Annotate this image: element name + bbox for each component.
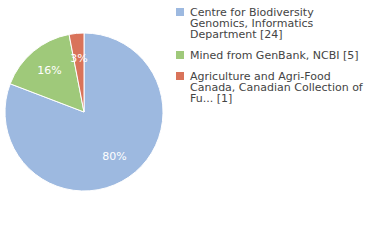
pie (5, 33, 163, 191)
legend-swatch (176, 51, 184, 59)
legend-label: Mined from GenBank, NCBI [5] (190, 49, 359, 62)
legend-item: Centre for BiodiversityGenomics, Informa… (176, 6, 314, 41)
legend-item: Agriculture and Agri-FoodCanada, Canadia… (176, 70, 364, 105)
data-label: 3% (70, 52, 87, 65)
data-label: 16% (37, 64, 61, 77)
chart: 80% 16% 3% Centre for BiodiversityGenomics,… (0, 0, 380, 240)
pie-slice (5, 33, 163, 191)
legend-label: Agriculture and Agri-FoodCanada, Canadia… (190, 70, 364, 105)
data-label: 80% (102, 150, 126, 163)
pie-slice (69, 33, 84, 112)
legend: Centre for BiodiversityGenomics, Informa… (176, 6, 364, 105)
legend-label: Centre for BiodiversityGenomics, Informa… (190, 6, 314, 41)
legend-swatch (176, 8, 184, 16)
data-labels: 80% 16% 3% (37, 52, 126, 163)
legend-item: Mined from GenBank, NCBI [5] (176, 49, 359, 62)
legend-swatch (176, 72, 184, 80)
